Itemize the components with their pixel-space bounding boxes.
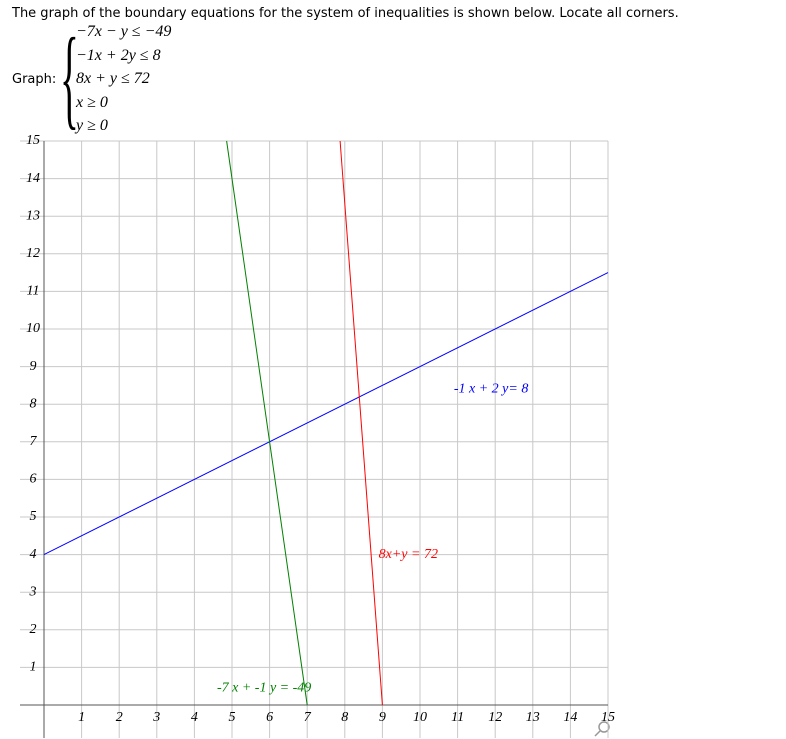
y-tick-label: 14	[26, 171, 40, 186]
zoom-icon	[594, 721, 610, 737]
line-label: 8x+y = 72	[379, 547, 438, 562]
x-tick-label: 14	[563, 710, 577, 725]
y-tick-label: 13	[26, 208, 40, 223]
system: −7x − y ≤ −49 −1x + 2y ≤ 8 8x + y ≤ 72 x…	[76, 20, 171, 138]
x-tick-label: 12	[488, 710, 502, 725]
boundary-line	[339, 140, 383, 706]
y-tick-label: 12	[26, 246, 40, 261]
y-tick-label: 1	[30, 660, 37, 675]
brace: {	[60, 16, 79, 140]
x-tick-label: 9	[379, 710, 386, 725]
x-tick-label: 7	[304, 710, 312, 725]
inequality: 8x + y ≤ 72	[76, 70, 150, 87]
x-tick-label: 13	[526, 710, 540, 725]
x-tick-label: 11	[451, 710, 464, 725]
line-label: -1 x + 2 y= 8	[454, 381, 528, 396]
x-tick-label: 4	[191, 710, 198, 725]
x-tick-label: 8	[341, 710, 348, 725]
y-tick-label: 11	[27, 284, 40, 299]
boundary-line	[226, 140, 308, 706]
x-tick-label: 5	[229, 710, 236, 725]
inequality: −7x − y ≤ −49	[76, 23, 172, 40]
inequality: x ≥ 0	[76, 93, 108, 111]
y-tick-label: 15	[26, 133, 40, 148]
y-tick-label: 2	[30, 622, 37, 637]
inequality: y ≥ 0	[76, 117, 108, 134]
boundary-line	[43, 272, 609, 556]
prompt: The graph of the boundary equations for …	[12, 6, 679, 21]
x-tick-label: 1	[78, 710, 85, 725]
graph-label: Graph:	[12, 72, 57, 87]
inequality: −1x + 2y ≤ 8	[76, 46, 161, 64]
x-tick-label: 2	[116, 710, 123, 725]
x-tick-label: 3	[152, 710, 160, 725]
y-tick-label: 5	[30, 509, 37, 524]
y-tick-label: 7	[30, 434, 38, 449]
x-tick-label: 15	[601, 710, 615, 725]
y-tick-label: 8	[30, 396, 37, 411]
x-tick-label: 10	[413, 710, 427, 725]
y-tick-label: 4	[30, 547, 37, 562]
y-tick-label: 10	[26, 321, 40, 336]
y-tick-label: 6	[30, 472, 37, 487]
y-tick-label: 9	[30, 359, 37, 374]
line-label: -7 x + -1 y = -49	[217, 680, 311, 695]
x-tick-label: 6	[266, 710, 273, 725]
y-tick-label: 3	[29, 584, 37, 599]
